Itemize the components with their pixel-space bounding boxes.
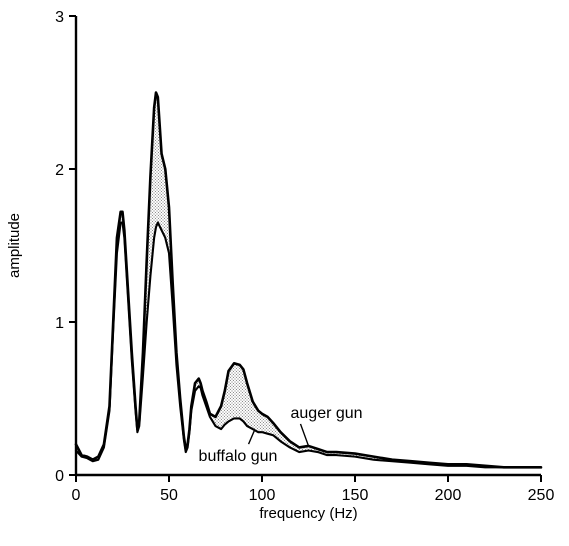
x-tick-label-0: 0	[72, 487, 81, 504]
y-tick-label-0: 0	[55, 468, 64, 485]
leader-line-auger-gun	[299, 423, 310, 447]
y-tick-label-1: 1	[55, 315, 64, 332]
x-tick-label-250: 250	[528, 487, 555, 504]
ticks-layer: 0 50 100 150 200 250 0 1 2 3	[55, 9, 554, 504]
axes-layer	[74, 16, 541, 477]
x-tick-label-200: 200	[435, 487, 462, 504]
series-line-buffalo-gun	[74, 221, 543, 469]
x-tick-label-150: 150	[342, 487, 369, 504]
y-axis-title: amplitude	[6, 213, 23, 278]
series-label-auger-gun: auger gun	[291, 405, 363, 422]
y-tick-label-2: 2	[55, 162, 64, 179]
series-lines-layer	[74, 91, 543, 469]
y-tick-label-3: 3	[55, 9, 64, 26]
x-axis-title: frequency (Hz)	[259, 505, 357, 522]
series-label-buffalo-gun: buffalo gun	[199, 448, 278, 465]
x-tick-label-50: 50	[160, 487, 178, 504]
leader-line-buffalo-gun	[247, 429, 256, 445]
x-tick-label-100: 100	[249, 487, 276, 504]
annotation-layer: auger gun buffalo gun	[199, 405, 363, 465]
